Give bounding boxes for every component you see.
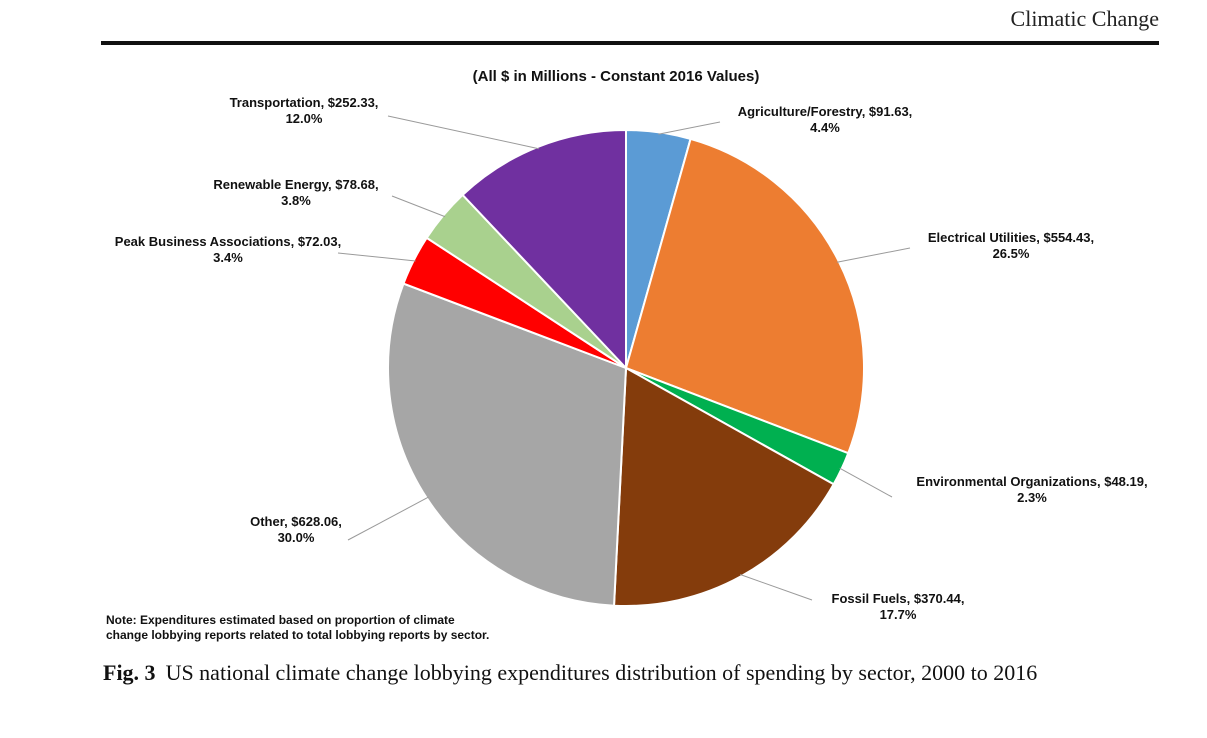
slice-label: Renewable Energy, $78.68, bbox=[213, 177, 378, 192]
leader-line bbox=[387, 115, 539, 150]
slice-percent-label: 12.0% bbox=[286, 111, 323, 126]
leader-line bbox=[391, 195, 446, 218]
caption-text: US national climate change lobbying expe… bbox=[165, 660, 1038, 685]
leader-line bbox=[740, 574, 813, 601]
note-line-1: Note: Expenditures estimated based on pr… bbox=[106, 613, 455, 627]
chart-title: (All $ in Millions - Constant 2016 Value… bbox=[473, 68, 760, 85]
slice-percent-label: 3.4% bbox=[213, 250, 243, 265]
slice-label: Agriculture/Forestry, $91.63, bbox=[738, 104, 913, 119]
leader-line bbox=[347, 496, 429, 541]
slice-labels: Agriculture/Forestry, $91.63,4.4% Electri… bbox=[115, 95, 1148, 622]
caption-label: Fig. 3 bbox=[103, 660, 156, 685]
leader-line bbox=[839, 467, 893, 498]
leader-line bbox=[836, 247, 911, 263]
slice-label: Environmental Organizations, $48.19, bbox=[916, 474, 1147, 489]
leader-line bbox=[658, 121, 721, 135]
slice-label: Fossil Fuels, $370.44, bbox=[832, 591, 965, 606]
pie-slice bbox=[461, 128, 627, 371]
pie-slice bbox=[612, 366, 836, 608]
slice-percent-label: 26.5% bbox=[993, 246, 1030, 261]
slice-percent-label: 17.7% bbox=[880, 607, 917, 622]
slice-label: Transportation, $252.33, bbox=[230, 95, 379, 110]
running-head: Climatic Change bbox=[1010, 6, 1159, 31]
slice-percent-label: 30.0% bbox=[278, 530, 315, 545]
slice-percent-label: 4.4% bbox=[810, 120, 840, 135]
pie-slice bbox=[624, 137, 865, 455]
chart-note: Note: Expenditures estimated based on pr… bbox=[106, 613, 489, 643]
pie-slices bbox=[387, 128, 865, 608]
slice-label: Peak Business Associations, $72.03, bbox=[115, 234, 341, 249]
leader-lines bbox=[337, 115, 911, 601]
slice-percent-label: 3.8% bbox=[281, 193, 311, 208]
slice-percent-label: 2.3% bbox=[1017, 490, 1047, 505]
leader-line bbox=[337, 252, 416, 262]
slice-label: Electrical Utilities, $554.43, bbox=[928, 230, 1094, 245]
figure-caption: Fig. 3 US national climate change lobbyin… bbox=[103, 660, 1037, 686]
note-line-2: change lobbying reports related to total… bbox=[106, 628, 490, 642]
slice-label: Other, $628.06, bbox=[250, 514, 342, 529]
header-rule bbox=[101, 41, 1159, 45]
